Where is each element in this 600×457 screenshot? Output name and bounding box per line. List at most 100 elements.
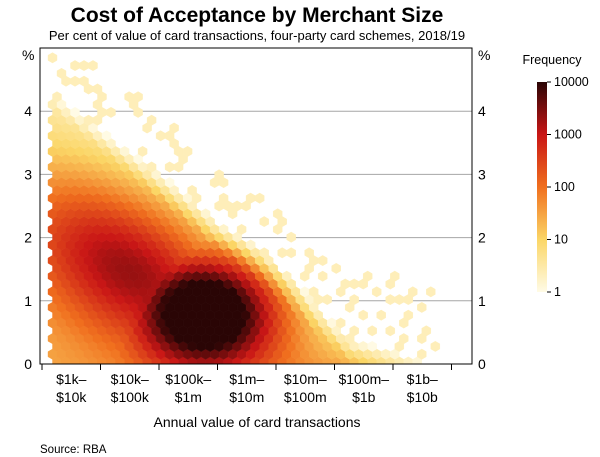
colorbar-tick-label: 100 [554,180,575,194]
hexbin-cell [106,106,116,118]
colorbar-ticks: 10000 1000 100 10 1 [547,75,589,299]
x-tick-label-line1: $1k– [56,371,87,387]
hexbin-cell [417,348,427,360]
y-axis-unit-right: % [478,47,490,63]
hexbin-cell [349,278,359,290]
y-tick-label-right: 2 [478,230,486,246]
hexbin-cell [430,340,440,352]
plot-frame [39,47,473,365]
x-tick-label-line1: $10m– [284,371,327,387]
hexbin-cell [79,60,89,72]
hexbin-cell [164,161,175,173]
hexbin-cell [358,309,368,321]
hexbin-cell [47,52,58,64]
hexbin-cell [367,325,377,337]
colorbar-tick-label: 10000 [554,75,589,89]
hexbin-cell [385,294,395,306]
hexbin-cell [286,247,296,259]
hexbin-cell [70,106,80,118]
hexbin-cell [52,91,62,103]
hexbin-cell [218,223,229,235]
hexbin-cell [254,192,265,204]
hexbin-cell [367,340,377,352]
colorbar-gradient [537,82,547,292]
colorbar-tick-label: 1 [554,285,561,299]
hexbin-cell [101,130,112,142]
hexbin-cell [182,145,193,157]
x-tick-label-line2: $100m [284,389,327,405]
hexbin-cells [47,52,440,364]
hexbin-cell [363,270,373,282]
x-tick-label-line1: $100k– [165,371,211,387]
hexbin-cell [92,83,103,95]
hexbin-cell [331,262,341,274]
source-note: Source: RBA [40,444,107,456]
colorbar-tick-label: 1000 [554,128,582,142]
hexbin-cell [200,208,211,220]
hexbin-cell [273,208,283,220]
hexbin-cell [349,294,359,306]
hexbin-cell [403,356,413,364]
hexbin-cell [277,247,287,259]
colorbar-title: Frequency [522,53,582,67]
y-tick-label-right: 3 [478,166,486,182]
y-tick-label-right: 1 [478,293,486,309]
y-tick-label-left: 4 [24,103,32,119]
hexbin-cell [79,75,89,87]
hexbin-cell [214,169,224,181]
x-tick-label-line2: $10m [229,389,264,405]
x-axis-label: Annual value of card transactions [153,414,360,430]
hexbin-cell [390,270,400,282]
hexbin-cell [394,294,404,306]
x-tick-label-line1: $1b– [407,371,438,387]
hexbin-cell [146,114,157,126]
hexbin-cell [137,145,148,157]
x-tick-label-line2: $1b [352,389,376,405]
y-tick-label-left: 1 [24,293,32,309]
x-tick-label-line1: $10k– [111,371,149,387]
y-tick-label-right: 0 [478,356,486,372]
plot-area-border [39,47,473,365]
hexbin-cell [70,60,80,72]
y-tick-label-left: 3 [24,166,32,182]
x-tick-label-line2: $10k [56,389,87,405]
hexbin-cell [408,286,418,298]
hexbin-cell [372,286,382,298]
y-tick-label-left: 2 [24,230,32,246]
hexbin-cell [417,301,427,313]
hexbin-cell [282,270,292,282]
colorbar-tick-label: 10 [554,233,568,247]
hexbin-cell [376,309,386,321]
hexbin-cell [304,247,314,259]
hexbin-cell [164,177,175,189]
hexbin-cell [318,270,328,282]
hexbin-cell [421,325,431,337]
hexbin-cell [286,231,296,243]
hexbin-cell [426,286,436,298]
y-axis-right: 0 1 2 3 4 [478,103,486,372]
hexbin-cell [169,122,179,134]
colorbar: Frequency 10000 1000 100 10 1 [522,53,588,299]
hexbin-cell [399,333,409,345]
x-axis: $1k– $10k $10k– $100k $100k– $1m $1m– $10m $10m–… [41,364,452,405]
hexbin-cell [155,130,166,142]
hexbin-cell [309,286,319,298]
x-tick-label-line1: $100m– [338,371,389,387]
hexbin-cell [403,309,413,321]
x-tick-label-line2: $1m [175,389,202,405]
hexbin-cell [70,75,80,87]
hexbin-cell [336,317,346,329]
chart-title: Cost of Acceptance by Merchant Size [71,4,444,27]
x-tick-label-line2: $10b [407,389,438,405]
hexbin-cell [259,216,269,228]
hexbin-cell [133,91,143,103]
hexbin-cell [245,239,256,251]
hexbin-cell [349,325,359,337]
hexbin-cell [322,294,332,306]
hexbin-cell [88,60,98,72]
hexbin-cell [218,192,229,204]
hexbin-cell [146,161,157,173]
chart-subtitle: Per cent of value of card transactions, … [49,28,465,43]
y-tick-label-right: 4 [478,103,486,119]
